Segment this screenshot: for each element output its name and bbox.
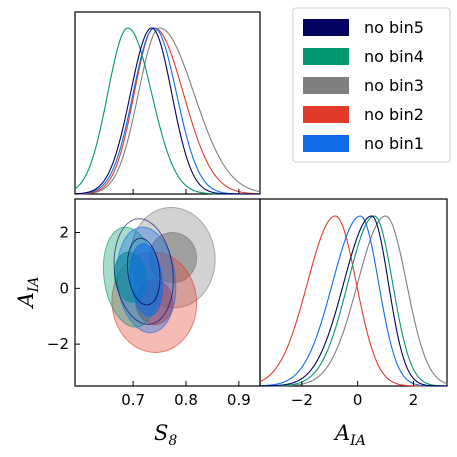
aia-ticks-tick-label: 2 <box>409 391 419 409</box>
aia-marginal-curve-no-bin1 <box>259 215 447 387</box>
legend-label-no-bin2: no bin2 <box>364 105 424 124</box>
axis-label-aia-y: AIA <box>14 277 42 310</box>
s8-marginal-curve-no-bin1 <box>74 27 260 195</box>
joint-ticks-tick-label: 0 <box>59 279 69 297</box>
legend-frame <box>292 7 451 163</box>
joint-contour-outer-no-bin5 <box>113 218 174 325</box>
aia-marginal-curve-no-bin5 <box>259 215 447 387</box>
joint-ticks-tick-label: 2 <box>59 223 69 241</box>
aia-marginal-curve-no-bin3 <box>260 215 448 387</box>
panel-aia-marginal: −2 0 2 <box>259 198 448 409</box>
s8-marginal-curve-no-bin5 <box>74 27 260 195</box>
svg-text:AIA: AIA <box>14 277 42 310</box>
panel-s8-marginal <box>74 11 261 195</box>
aia-marginal-curve-no-bin2 <box>259 215 447 387</box>
aia-ticks-tick-label: 0 <box>353 391 363 409</box>
s8-marginal-curve-no-bin2 <box>74 27 261 195</box>
panel-s8-frame <box>74 11 261 195</box>
axis-label-aia-y-subscript: IA <box>26 277 42 294</box>
legend-label-no-bin4: no bin4 <box>364 47 424 66</box>
panel-aia-frame <box>259 198 448 387</box>
legend-swatch-no-bin5 <box>303 19 349 36</box>
legend-label-no-bin3: no bin3 <box>364 76 424 95</box>
svg-text:AIA: AIA <box>333 421 366 449</box>
axis-label-s8-subscript: 8 <box>168 433 177 449</box>
axis-label-s8: S8 <box>154 421 177 449</box>
s8-marginal-curve-no-bin3 <box>74 27 261 195</box>
aia-marginal-curve-no-bin4 <box>260 215 448 387</box>
legend-swatch-no-bin1 <box>303 135 349 152</box>
aia-ticks-tick-label: −2 <box>291 391 313 409</box>
svg-text:S8: S8 <box>154 421 177 449</box>
joint-ticks-tick-label: −2 <box>47 335 69 353</box>
legend-swatch-no-bin4 <box>303 48 349 65</box>
joint-contour-inner-no-bin5 <box>126 237 161 306</box>
joint-contour-inner-no-bin1 <box>129 243 164 317</box>
legend: no bin5 no bin4 no bin3 no bin2 no bin1 <box>292 7 451 163</box>
axis-label-aia-x: AIA <box>333 421 366 449</box>
legend-swatch-no-bin2 <box>303 106 349 123</box>
joint-ticks-tick-label: 0.7 <box>121 391 145 409</box>
legend-label-no-bin1: no bin1 <box>364 134 424 153</box>
axis-label-aia-x-subscript: IA <box>349 433 366 449</box>
joint-ticks-tick-label: 0.9 <box>227 391 251 409</box>
legend-swatch-no-bin3 <box>303 77 349 94</box>
legend-label-no-bin5: no bin5 <box>364 18 424 37</box>
joint-ticks-tick-label: 0.8 <box>174 391 198 409</box>
panel-joint-contours: 0.7 0.8 0.9 −2 0 2 <box>47 198 261 409</box>
